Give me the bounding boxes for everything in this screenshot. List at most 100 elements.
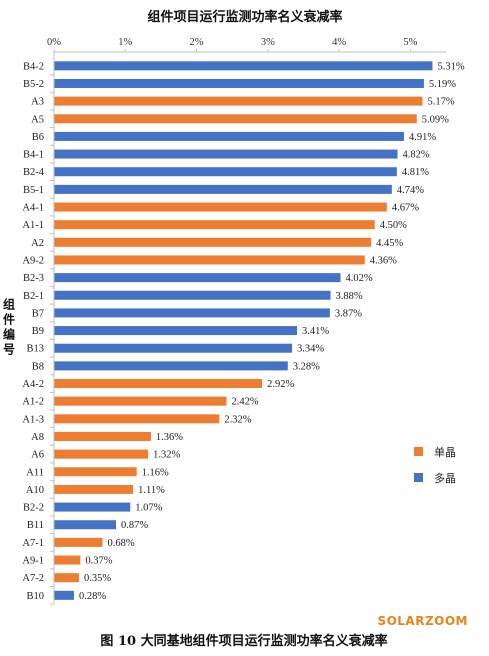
data-label: 0.87% bbox=[121, 520, 148, 531]
data-label: 2.32% bbox=[224, 414, 251, 425]
data-label: 1.16% bbox=[142, 467, 169, 478]
figure-caption: 图 10 大同基地组件项目运行监测功率名义衰减率 bbox=[100, 633, 387, 649]
data-label: 4.36% bbox=[370, 255, 397, 266]
data-label: 5.31% bbox=[437, 61, 464, 72]
data-label: 3.87% bbox=[335, 308, 362, 319]
data-label: 3.28% bbox=[293, 361, 320, 372]
category-label: A3 bbox=[31, 97, 44, 108]
data-label: 2.42% bbox=[231, 397, 258, 408]
category-label: A1-2 bbox=[22, 397, 44, 408]
data-label: 1.36% bbox=[156, 432, 183, 443]
bar bbox=[54, 326, 298, 336]
legend-label: 单晶 bbox=[434, 446, 456, 459]
category-label: A1-1 bbox=[22, 220, 44, 231]
bar bbox=[54, 361, 288, 371]
bar bbox=[54, 308, 330, 318]
category-label: B13 bbox=[26, 344, 44, 355]
bar bbox=[54, 114, 417, 124]
bar bbox=[54, 273, 341, 283]
category-label: B2-1 bbox=[23, 291, 44, 302]
data-label: 4.81% bbox=[402, 167, 429, 178]
data-label: 4.67% bbox=[392, 203, 419, 214]
legend-swatch bbox=[414, 473, 423, 482]
bar bbox=[54, 520, 117, 530]
category-label: B8 bbox=[32, 361, 44, 372]
bar bbox=[54, 379, 263, 389]
category-label: B11 bbox=[27, 520, 44, 531]
bar bbox=[54, 255, 365, 265]
category-label: A7-1 bbox=[22, 538, 44, 549]
category-label: A6 bbox=[31, 450, 44, 461]
data-label: 3.41% bbox=[302, 326, 329, 337]
bar bbox=[54, 184, 392, 194]
y-axis-label-char: 编 bbox=[2, 327, 15, 342]
data-label: 1.11% bbox=[138, 485, 165, 496]
bar bbox=[54, 96, 423, 106]
data-label: 5.09% bbox=[422, 114, 449, 125]
bar bbox=[54, 396, 227, 406]
bar bbox=[54, 290, 331, 300]
bar bbox=[54, 202, 387, 212]
category-label: B6 bbox=[32, 132, 44, 143]
data-label: 5.19% bbox=[429, 79, 456, 90]
data-label: 0.68% bbox=[107, 538, 134, 549]
data-label: 4.74% bbox=[397, 185, 424, 196]
category-label: A5 bbox=[31, 114, 44, 125]
bars bbox=[54, 61, 433, 600]
y-axis-label-char: 组 bbox=[3, 297, 15, 312]
data-label: 5.17% bbox=[427, 97, 454, 108]
chart-title: 组件项目运行监测功率名义衰减率 bbox=[147, 9, 342, 25]
category-label: A9-2 bbox=[22, 255, 44, 266]
data-label: 3.88% bbox=[336, 291, 363, 302]
category-label: B10 bbox=[26, 591, 44, 602]
data-label: 4.02% bbox=[346, 273, 373, 284]
data-label: 4.45% bbox=[376, 238, 403, 249]
category-label: A2 bbox=[31, 238, 44, 249]
data-label: 1.07% bbox=[135, 503, 162, 514]
category-label: B4-1 bbox=[23, 150, 44, 161]
data-label: 0.35% bbox=[84, 573, 111, 584]
bar bbox=[54, 573, 79, 583]
category-label: B2-3 bbox=[23, 273, 44, 284]
data-label: 2.92% bbox=[267, 379, 294, 390]
y-axis-label-char: 号 bbox=[3, 342, 15, 357]
legend-label: 多晶 bbox=[434, 471, 456, 485]
data-label: 4.91% bbox=[409, 132, 436, 143]
bar bbox=[54, 220, 375, 230]
category-label: A7-2 bbox=[22, 573, 44, 584]
bar bbox=[54, 431, 151, 441]
bar bbox=[54, 149, 398, 159]
x-axis-ticks: 0% 1% 2% 3% 4% 5% bbox=[47, 37, 446, 604]
bar bbox=[54, 237, 372, 247]
bar bbox=[54, 343, 293, 353]
x-tick-label: 3% bbox=[261, 37, 275, 48]
category-label: A10 bbox=[26, 485, 44, 496]
data-label: 4.50% bbox=[380, 220, 407, 231]
category-label: B7 bbox=[32, 308, 44, 319]
data-label: 3.34% bbox=[297, 344, 324, 355]
x-tick-label: 2% bbox=[190, 37, 204, 48]
category-label: A8 bbox=[31, 432, 44, 443]
data-label: 4.82% bbox=[403, 150, 430, 161]
x-tick-label: 1% bbox=[118, 37, 132, 48]
category-label: A4-2 bbox=[22, 379, 44, 390]
legend-swatch bbox=[414, 447, 423, 456]
bar bbox=[54, 167, 397, 177]
bar bbox=[54, 590, 74, 600]
data-label: 1.32% bbox=[153, 450, 180, 461]
x-tick-label: 0% bbox=[47, 37, 61, 48]
bar bbox=[54, 61, 433, 71]
category-label: B2-4 bbox=[23, 167, 45, 178]
category-labels: B4-2 B5-2 A3 A5 B6 B4-1 B2-4 B5-1 A4-1 A1-1 A2 A9-2… bbox=[22, 61, 54, 605]
category-label: B2-2 bbox=[23, 503, 44, 514]
y-axis-label-char: 件 bbox=[3, 312, 15, 327]
bar bbox=[54, 555, 81, 565]
bar bbox=[54, 467, 137, 477]
bar bbox=[54, 449, 149, 459]
x-tick-label: 5% bbox=[403, 37, 417, 48]
category-label: A1-3 bbox=[22, 414, 44, 425]
category-label: B9 bbox=[32, 326, 44, 337]
